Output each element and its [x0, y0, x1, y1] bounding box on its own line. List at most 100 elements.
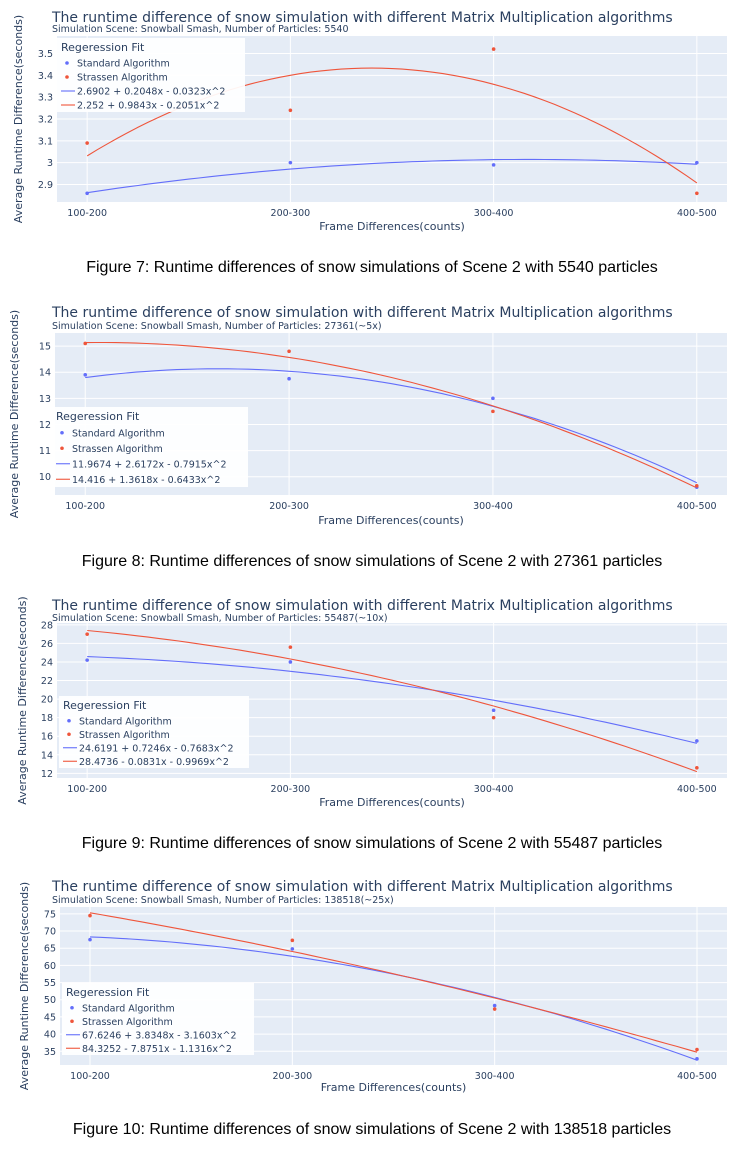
y-tick-label: 40 [44, 1030, 56, 1041]
x-tick-label: 400-500 [677, 501, 717, 512]
data-point-strassen [694, 484, 699, 488]
chart-title: The runtime difference of snow simulatio… [51, 879, 673, 895]
x-tick-label: 300-400 [475, 1071, 515, 1082]
fit-curve-standard [87, 656, 698, 744]
data-point-strassen [83, 341, 88, 346]
data-point-standard [85, 658, 89, 662]
y-axis-label: Average Runtime Difference(seconds) [16, 596, 29, 804]
y-tick-label: 65 [44, 944, 56, 955]
data-point-strassen [491, 47, 496, 51]
legend-box [62, 983, 254, 1055]
legend-label: Strassen Algorithm [72, 444, 163, 455]
legend-label: 28.4736 - 0.0831x - 0.9969x^2 [79, 757, 229, 768]
data-point-strassen [695, 765, 699, 770]
x-tick-label: 100-200 [70, 1071, 110, 1082]
chart-subtitle: Simulation Scene: Snowball Smash, Number… [52, 24, 349, 35]
data-point-strassen [88, 913, 92, 918]
y-tick-label: 2.9 [38, 180, 53, 191]
legend-marker [70, 1019, 74, 1024]
x-tick-label: 200-300 [269, 501, 309, 512]
data-point-standard [290, 947, 295, 951]
legend-title: Regeression Fit [63, 699, 147, 712]
y-tick-label: 70 [44, 927, 56, 938]
chart-title: The runtime difference of snow simulatio… [51, 305, 673, 321]
x-tick-label: 200-300 [271, 784, 311, 795]
runtime-chart-55487: The runtime difference of snow simulatio… [16, 596, 727, 809]
y-tick-label: 16 [41, 732, 53, 743]
data-point-strassen [288, 645, 293, 649]
x-tick-label: 300-400 [473, 501, 513, 512]
y-tick-label: 3.2 [38, 115, 53, 126]
data-point-strassen [290, 938, 295, 943]
legend-marker [60, 430, 64, 435]
legend-marker [67, 732, 71, 737]
y-tick-label: 14 [41, 750, 53, 761]
y-tick-label: 18 [41, 713, 53, 724]
y-tick-label: 55 [44, 978, 56, 989]
data-point-strassen [695, 1047, 699, 1052]
data-point-strassen [288, 108, 293, 113]
legend-box [52, 407, 248, 487]
data-point-standard [288, 160, 293, 165]
legend-label: 11.9674 + 2.6172x - 0.7915x^2 [72, 459, 226, 470]
data-point-standard [492, 1003, 497, 1008]
chart-subtitle: Simulation Scene: Snowball Smash, Number… [52, 613, 388, 624]
runtime-chart-138518: The runtime difference of snow simulatio… [18, 879, 727, 1094]
legend-marker [65, 75, 69, 79]
legend-label: Standard Algorithm [77, 59, 170, 70]
legend-title: Regeression Fit [66, 986, 150, 999]
data-point-strassen [491, 715, 496, 720]
data-point-strassen [695, 191, 699, 196]
x-axis-label: Frame Differences(counts) [318, 514, 464, 527]
y-tick-label: 35 [44, 1047, 56, 1058]
y-tick-label: 3.1 [38, 136, 53, 147]
data-point-standard [695, 739, 699, 743]
legend-box [59, 696, 249, 768]
legend-marker [67, 718, 71, 723]
legend-label: 67.6246 + 3.8348x - 3.1603x^2 [82, 1030, 236, 1041]
runtime-chart-27361: The runtime difference of snow simulatio… [8, 305, 727, 527]
y-tick-label: 3.4 [38, 71, 53, 82]
data-point-standard [288, 660, 293, 664]
y-tick-label: 75 [44, 909, 56, 920]
y-tick-label: 15 [39, 342, 51, 353]
legend-title: Regeression Fit [56, 410, 140, 423]
legend-label: Standard Algorithm [82, 1003, 175, 1014]
legend-label: 14.416 + 1.3618x - 0.6433x^2 [72, 475, 220, 486]
x-tick-label: 300-400 [474, 784, 514, 795]
data-point-standard [491, 163, 496, 167]
y-tick-label: 60 [44, 961, 56, 972]
data-point-standard [83, 373, 88, 377]
y-tick-label: 24 [41, 657, 53, 668]
data-point-standard [287, 376, 291, 381]
fit-curve-strassen [85, 341, 698, 489]
data-point-strassen [85, 141, 89, 145]
data-point-strassen [287, 349, 291, 354]
figure-10: The runtime difference of snow simulatio… [0, 873, 744, 1103]
y-tick-label: 11 [39, 446, 51, 457]
legend-label: 84.3252 - 7.8751x - 1.1316x^2 [82, 1044, 232, 1055]
data-point-standard [491, 708, 496, 713]
data-point-standard [85, 191, 89, 196]
legend-marker [70, 1005, 74, 1010]
y-tick-label: 14 [39, 368, 51, 379]
x-tick-label: 100-200 [67, 208, 107, 219]
fit-curve-strassen [89, 912, 698, 1053]
legend-marker [65, 61, 69, 65]
y-tick-label: 10 [39, 472, 51, 483]
data-point-strassen [492, 1007, 497, 1011]
x-axis-label: Frame Differences(counts) [321, 1081, 467, 1094]
y-tick-label: 20 [41, 695, 53, 706]
chart-title: The runtime difference of snow simulatio… [51, 10, 673, 26]
x-tick-label: 200-300 [272, 1071, 312, 1082]
legend-label: Standard Algorithm [72, 428, 165, 439]
y-tick-label: 45 [44, 1012, 56, 1023]
legend-label: Strassen Algorithm [82, 1017, 173, 1028]
legend-label: Strassen Algorithm [77, 73, 168, 84]
y-tick-label: 3.5 [38, 49, 53, 60]
figure-9-caption: Figure 9: Runtime differences of snow si… [81, 835, 663, 852]
legend-label: 2.6902 + 0.2048x - 0.0323x^2 [77, 87, 225, 98]
figure-7: The runtime difference of snow simulatio… [0, 0, 744, 240]
y-tick-label: 28 [41, 620, 53, 631]
figure-8: The runtime difference of snow simulatio… [0, 297, 744, 533]
